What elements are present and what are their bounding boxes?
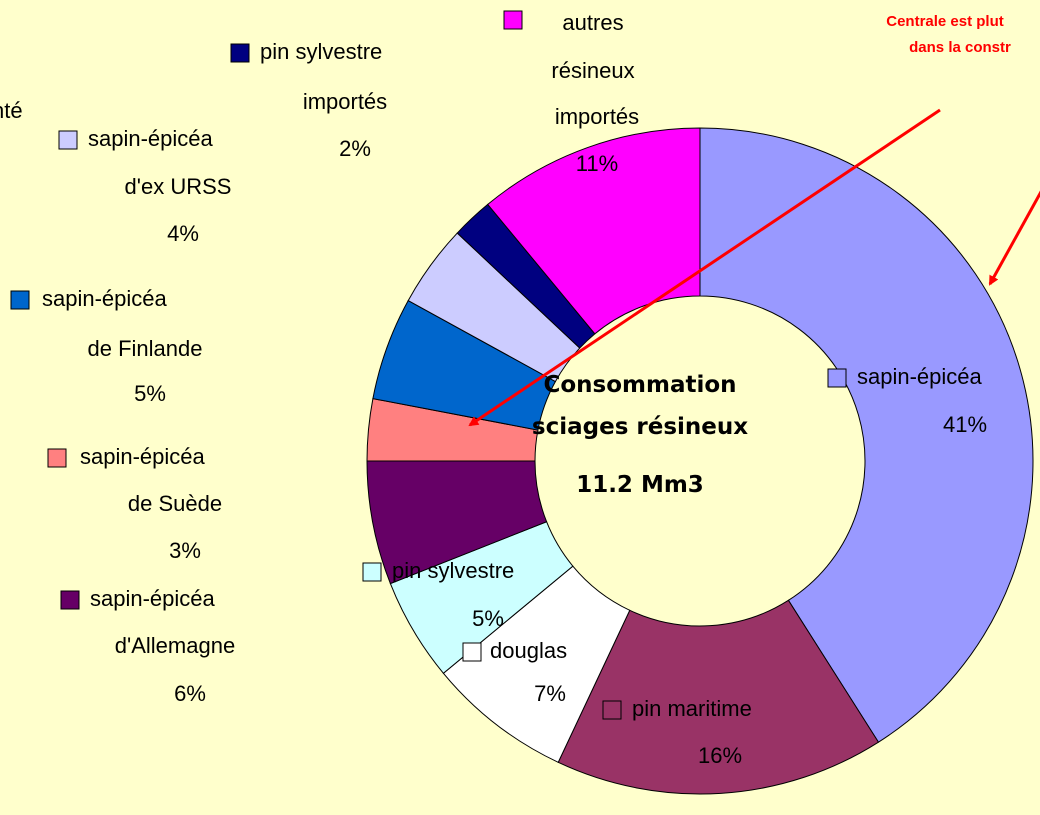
legend-swatch: [10, 290, 30, 310]
value-label: 16%: [698, 743, 742, 768]
slice-label: sapin-épicéa de Finlande: [42, 286, 202, 361]
legend-swatch: [230, 43, 250, 63]
slice: [487, 127, 701, 335]
value-label: 4%: [167, 221, 199, 246]
legend-swatch: [362, 562, 382, 582]
legend-swatch: [58, 130, 78, 150]
center-title: Consommation sciages résineux: [532, 372, 748, 440]
value-label: 6%: [174, 681, 206, 706]
slice-label: pin sylvestre importés: [260, 39, 387, 114]
slices: [366, 127, 1034, 795]
legend-swatch: [602, 700, 622, 720]
legend-swatch: [47, 448, 67, 468]
legend-swatch: [827, 368, 847, 388]
annotation: dans la constr: [909, 39, 1011, 56]
value-label: 41%: [943, 412, 987, 437]
slice-label: autres résineux importés: [551, 10, 639, 129]
labels: sapin-épicéa 41% pin maritime 16% douglas 7% p…: [10, 10, 987, 768]
slice-label: douglas: [490, 638, 567, 663]
legend-swatch: [462, 642, 482, 662]
value-label: 11%: [576, 151, 618, 176]
value-label: 2%: [339, 136, 371, 161]
value-label: 5%: [472, 606, 504, 631]
slice-label: sapin-épicéa: [857, 364, 983, 389]
center-value: 11.2 Mm3: [576, 472, 704, 498]
arrow: [988, 190, 1040, 286]
annotation: nté: [0, 98, 23, 123]
slice-label: pin sylvestre: [392, 558, 514, 583]
slice-label: pin maritime: [632, 696, 752, 721]
slice-label: sapin-épicéa de Suède: [80, 444, 222, 516]
annotation: Centrale est plut: [886, 13, 1004, 30]
arrow: [468, 108, 941, 427]
slice-label: sapin-épicéa d'ex URSS: [88, 126, 231, 199]
slice: [557, 599, 880, 795]
legend-swatch: [503, 10, 523, 30]
value-label: 3%: [169, 538, 201, 563]
value-label: 5%: [134, 381, 166, 406]
value-label: 7%: [534, 681, 566, 706]
legend-swatch: [60, 590, 80, 610]
slice-label: sapin-épicéa d'Allemagne: [90, 586, 235, 658]
